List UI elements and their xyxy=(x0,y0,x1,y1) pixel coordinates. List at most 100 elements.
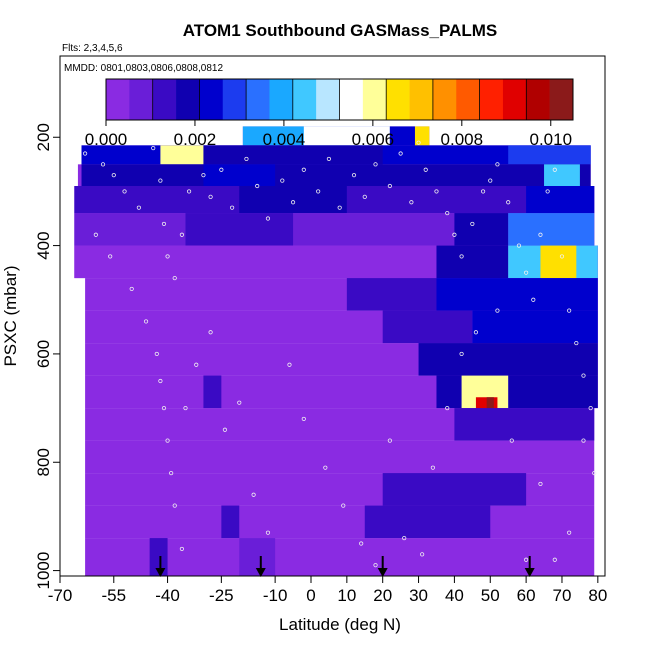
sample-point xyxy=(362,194,367,199)
x-axis-label: Latitude (deg N) xyxy=(279,615,401,634)
sample-point xyxy=(409,200,414,205)
sample-point xyxy=(316,189,321,194)
x-tick-label: 30 xyxy=(409,586,428,605)
heatmap-cell xyxy=(221,505,240,539)
sample-point xyxy=(154,351,159,357)
heatmap-cell xyxy=(239,186,347,214)
sample-point xyxy=(301,167,306,172)
colorbar-tick-label: 0.000 xyxy=(85,130,128,149)
sample-point xyxy=(265,216,271,221)
heatmap-cell xyxy=(508,145,591,165)
heatmap-cell xyxy=(544,164,580,186)
sample-point xyxy=(179,232,185,237)
heatmap-layer xyxy=(74,126,598,576)
heatmap-cell xyxy=(185,213,294,246)
heatmap-cell xyxy=(508,213,595,246)
sample-point xyxy=(473,330,479,335)
sample-point xyxy=(201,173,206,178)
sample-point xyxy=(488,178,493,183)
dates-note: MMDD: 0801,0803,0806,0808,0812 xyxy=(64,63,223,74)
sample-point xyxy=(516,243,522,248)
colorbar-swatch xyxy=(292,79,317,120)
heatmap-cell xyxy=(149,538,168,576)
sample-point xyxy=(265,530,271,535)
sample-point xyxy=(287,362,292,367)
sample-point xyxy=(459,254,464,259)
sample-point xyxy=(129,286,134,292)
heatmap-bin xyxy=(85,538,595,576)
y-tick-label: 600 xyxy=(34,340,53,368)
colorbar-swatch xyxy=(479,79,504,120)
arrow-head xyxy=(155,568,166,577)
heatmap-cell xyxy=(303,126,390,146)
heatmap-bin xyxy=(85,505,595,539)
sample-point xyxy=(172,275,177,281)
sample-point xyxy=(151,145,156,151)
sample-point xyxy=(290,200,296,205)
sample-point xyxy=(495,308,500,313)
sample-point xyxy=(359,541,364,546)
x-tick-label: -25 xyxy=(209,586,234,605)
sample-point xyxy=(326,156,332,162)
sample-point xyxy=(161,405,167,411)
flight-arrows xyxy=(155,556,535,577)
sample-point xyxy=(93,232,98,237)
sample-point xyxy=(230,205,235,210)
colorbar-swatch xyxy=(246,79,270,120)
colorbar-swatch xyxy=(339,79,364,120)
colorbar-swatch xyxy=(152,79,177,120)
sample-point xyxy=(387,438,392,443)
sample-point xyxy=(337,205,342,210)
sample-point xyxy=(398,151,403,156)
colorbar-swatch xyxy=(199,79,224,120)
sample-point xyxy=(179,546,185,552)
flights-note: Flts: 2,3,4,5,6 xyxy=(62,43,123,54)
colorbar-tick-label: 0.002 xyxy=(174,130,217,149)
y-tick-label: 200 xyxy=(34,123,53,151)
sample-point xyxy=(531,297,536,302)
colorbar: 0.000 0.002 0.004 0.006 0.008 0.010 xyxy=(85,78,574,149)
colorbar-swatch xyxy=(316,79,340,120)
heatmap-cell xyxy=(486,397,494,419)
x-tick-label: 50 xyxy=(481,586,500,605)
sample-point xyxy=(165,254,170,259)
sample-point xyxy=(459,351,464,357)
sample-point xyxy=(108,254,113,259)
sample-point xyxy=(158,178,163,183)
heatmap-cell xyxy=(436,278,598,311)
sample-point xyxy=(183,405,188,411)
colorbar-tick-label: 0.008 xyxy=(441,130,484,149)
y-axis: 200 400 600 800 1000 xyxy=(34,123,60,589)
sample-point xyxy=(161,221,167,227)
x-tick-label: 10 xyxy=(337,586,356,605)
arrow-head xyxy=(524,568,535,577)
x-tick-label: 60 xyxy=(517,586,536,605)
colorbar-swatch xyxy=(456,79,480,120)
heatmap-cell xyxy=(526,186,595,214)
heatmap-cell xyxy=(382,473,527,506)
sample-point xyxy=(136,205,141,210)
sample-point xyxy=(416,140,421,145)
sample-point xyxy=(244,156,249,162)
x-tick-label: 80 xyxy=(588,586,607,605)
sample-point xyxy=(506,200,511,205)
sample-point xyxy=(552,557,557,562)
plot-frame xyxy=(59,55,606,577)
colorbar-swatch xyxy=(432,79,457,120)
colorbar-swatch xyxy=(222,79,247,120)
sample-point xyxy=(169,470,174,476)
heatmap-cell xyxy=(81,164,591,186)
heatmap-cell xyxy=(364,505,491,539)
sample-point xyxy=(219,167,224,172)
sample-point xyxy=(373,563,378,568)
colorbar-tick-label: 0.004 xyxy=(263,130,306,149)
heatmap-cell xyxy=(436,375,598,409)
sample-point xyxy=(255,183,260,189)
heatmap-cell xyxy=(382,310,473,344)
sample-point xyxy=(524,557,529,562)
y-tick-label: 1000 xyxy=(34,552,53,590)
x-tick-label: 40 xyxy=(445,586,464,605)
colorbar-swatch xyxy=(549,79,574,120)
heatmap-cell xyxy=(203,375,222,409)
heatmap-cell xyxy=(472,310,598,344)
